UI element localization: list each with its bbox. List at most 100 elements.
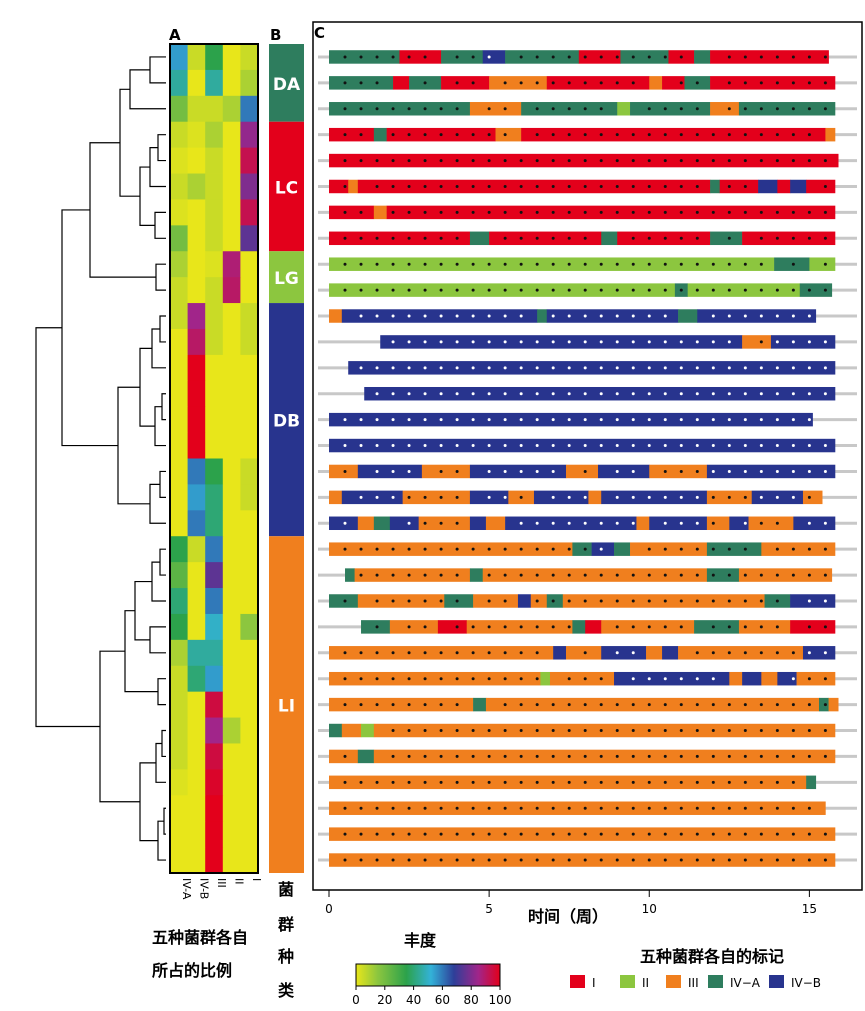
sample-dot xyxy=(391,418,395,422)
sample-dot xyxy=(375,832,379,836)
heatmap-cell xyxy=(205,354,224,382)
type-legend-item: I xyxy=(570,975,596,990)
sample-dot xyxy=(535,418,539,422)
segment-iii xyxy=(357,594,445,608)
segment-iii xyxy=(329,490,343,505)
sample-dot xyxy=(615,444,619,448)
sample-dot xyxy=(631,469,635,473)
sample-dot xyxy=(519,495,523,499)
sample-dot xyxy=(727,832,731,836)
sample-dot xyxy=(743,107,747,111)
sample-dot xyxy=(791,858,795,862)
sample-dot xyxy=(503,392,507,396)
sample-dot xyxy=(583,366,587,370)
panel-label-c: C xyxy=(314,24,325,42)
sample-dot xyxy=(567,418,571,422)
sample-dot xyxy=(551,444,555,448)
sample-dot xyxy=(375,288,379,292)
sample-dot xyxy=(775,366,779,370)
sample-dot xyxy=(359,366,363,370)
sample-dot xyxy=(423,366,427,370)
sample-dot xyxy=(455,832,459,836)
sample-dot xyxy=(615,81,619,85)
sample-dot xyxy=(727,651,731,655)
sample-dot xyxy=(711,806,715,810)
sample-dot xyxy=(775,832,779,836)
heatmap-cell xyxy=(205,691,224,718)
segment-iv-a xyxy=(710,231,743,246)
heatmap-cell xyxy=(240,147,259,174)
sample-dot xyxy=(567,858,571,862)
sample-dot xyxy=(663,314,667,318)
segment-i xyxy=(489,231,602,246)
sample-dot xyxy=(823,340,827,344)
segment-iv-a xyxy=(537,309,548,323)
sample-dot xyxy=(519,729,523,733)
sample-dot xyxy=(647,366,651,370)
heatmap-cell xyxy=(205,95,224,123)
sample-dot xyxy=(455,81,459,85)
sample-dot xyxy=(759,107,763,111)
sample-dot xyxy=(679,677,683,681)
heatmap-cell xyxy=(240,665,259,693)
sample-dot xyxy=(807,547,811,551)
sample-dot xyxy=(503,288,507,292)
sample-dot xyxy=(343,703,347,707)
sample-dot xyxy=(519,340,523,344)
segment-iii xyxy=(357,516,375,531)
sample-dot xyxy=(695,469,699,473)
sample-dot xyxy=(807,573,811,577)
sample-dot xyxy=(791,573,795,577)
heatmap-cell xyxy=(187,95,206,123)
sample-dot xyxy=(375,236,379,240)
heatmap-cell xyxy=(205,536,224,563)
segment-i xyxy=(329,231,471,246)
sample-dot xyxy=(727,392,731,396)
sample-dot xyxy=(583,159,587,163)
sample-dot xyxy=(343,651,347,655)
sample-dot xyxy=(519,573,523,577)
sample-dot xyxy=(599,703,603,707)
sample-dot xyxy=(695,236,699,240)
heatmap-cell xyxy=(170,562,188,589)
timeline-row xyxy=(318,231,857,246)
sample-dot xyxy=(791,547,795,551)
sample-dot xyxy=(567,521,571,525)
sample-dot xyxy=(567,625,571,629)
sample-dot xyxy=(759,754,763,758)
segment-iv-b xyxy=(517,594,532,608)
segment-i xyxy=(742,231,836,246)
sample-dot xyxy=(775,392,779,396)
sample-dot xyxy=(519,625,523,629)
type-legend-label: III xyxy=(688,976,699,990)
heatmap-cell xyxy=(222,44,241,71)
sample-dot xyxy=(583,547,587,551)
sample-dot xyxy=(599,832,603,836)
sample-dot xyxy=(487,418,491,422)
sample-dot xyxy=(807,314,811,318)
sample-dot xyxy=(455,159,459,163)
sample-dot xyxy=(551,236,555,240)
sample-dot xyxy=(663,288,667,292)
sample-dot xyxy=(647,314,651,318)
segment-iii xyxy=(828,697,839,712)
sample-dot xyxy=(679,262,683,266)
sample-dot xyxy=(615,625,619,629)
heatmap-cell xyxy=(205,328,224,356)
heatmap-cell xyxy=(240,121,259,149)
sample-dot xyxy=(359,677,363,681)
sample-dot xyxy=(647,107,651,111)
heatmap-cell xyxy=(222,613,241,641)
sample-dot xyxy=(503,625,507,629)
segment-i xyxy=(399,50,442,64)
sample-dot xyxy=(487,288,491,292)
heatmap-cell xyxy=(205,121,224,149)
heatmap-cell xyxy=(170,303,188,330)
sample-dot xyxy=(407,392,411,396)
heatmap-cell xyxy=(187,432,206,459)
sample-dot xyxy=(615,651,619,655)
sample-dot xyxy=(631,521,635,525)
type-legend-swatch xyxy=(666,975,681,988)
sample-dot xyxy=(807,392,811,396)
sample-dot xyxy=(727,340,731,344)
